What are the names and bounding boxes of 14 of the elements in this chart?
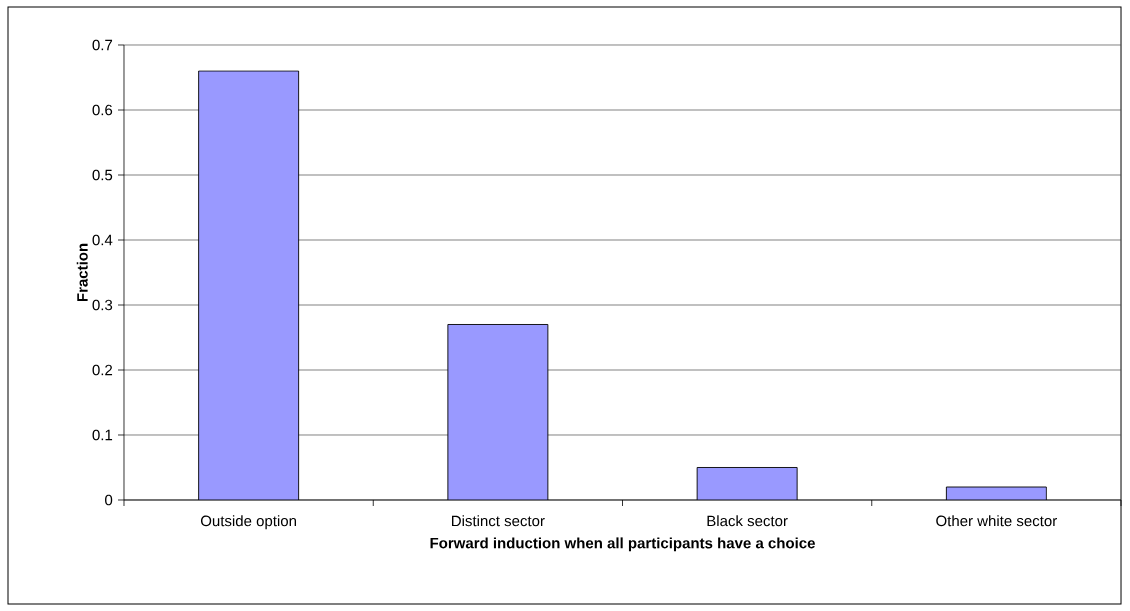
y-tick-label: 0.2: [92, 364, 113, 376]
x-tick-label: Other white sector: [936, 515, 1057, 527]
y-tick-label: 0.3: [92, 299, 113, 311]
y-tick-label: 0.6: [92, 104, 113, 116]
y-tick-label: 0.7: [92, 39, 113, 51]
x-tick-label: Black sector: [707, 515, 788, 527]
x-axis-title: Forward induction when all participants have a choice: [430, 537, 815, 552]
y-axis-title: Fraction: [76, 243, 88, 302]
x-tick-label: Outside option: [200, 515, 296, 530]
y-tick-label: 0.1: [92, 429, 113, 441]
y-tick-label: 0.5: [92, 169, 113, 181]
y-tick-label: 0: [105, 494, 113, 506]
y-tick-label: 0.4: [92, 234, 113, 246]
x-tick-label: Distinct sector: [452, 515, 545, 527]
